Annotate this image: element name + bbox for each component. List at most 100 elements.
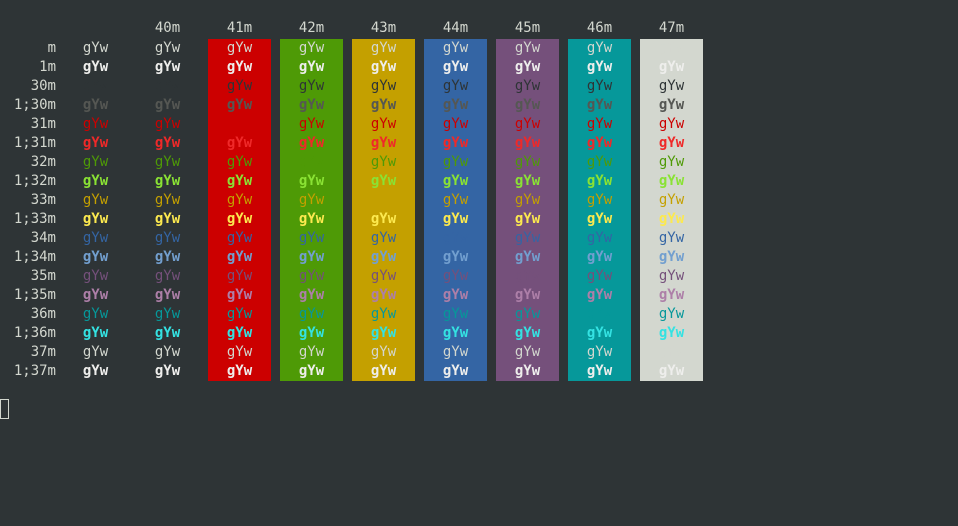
sample-1m-41m: gYw [226,59,253,75]
sample-1-35m-40m: gYw [154,287,181,303]
sample-1m-43m: gYw [370,59,397,75]
sample-36m-45m: gYw [514,306,541,322]
sample-35m-46m: gYw [586,268,613,284]
sample-37m-47m: gYw [658,344,685,360]
sample-1-37m-40m: gYw [154,363,181,379]
sample-37m-42m: gYw [298,344,325,360]
sample-33m-42m: gYw [298,192,325,208]
sample-1-36m-43m: gYw [370,325,397,341]
sample-34m-46m: gYw [586,230,613,246]
sample-1-30m-45m: gYw [514,97,541,113]
sample-37m-45m: gYw [514,344,541,360]
sample-32m-45m: gYw [514,154,541,170]
sample-m-46m: gYw [586,40,613,56]
sample-34m-40m: gYw [154,230,181,246]
sample-32m-42m: gYw [298,154,325,170]
row-label: 37m [30,344,56,360]
sample-33m-47m: gYw [658,192,685,208]
header-46m: 46m [586,20,613,36]
sample-1-35m-43m: gYw [370,287,397,303]
sample-36m-44m: gYw [442,306,469,322]
sample-33m-41m: gYw [226,192,253,208]
sample-1-35m-45m: gYw [514,287,541,303]
sample-36m-m: gYw [82,306,109,322]
sample-1-32m-46m: gYw [586,173,613,189]
sample-m-44m: gYw [442,40,469,56]
sample-1-37m-47m: gYw [658,363,685,379]
sample-1-35m-47m: gYw [658,287,685,303]
row-label: 30m [30,78,56,94]
sample-36m-42m: gYw [298,306,325,322]
sample-1-31m-43m: gYw [370,135,397,151]
sample-1m-45m: gYw [514,59,541,75]
sample-37m-43m: gYw [370,344,397,360]
sample-1-31m-46m: gYw [586,135,613,151]
sample-1-37m-46m: gYw [586,363,613,379]
sample-1-34m-42m: gYw [298,249,325,265]
sample-32m-41m: gYw [226,154,253,170]
sample-34m-m: gYw [82,230,109,246]
sample-35m-40m: gYw [154,268,181,284]
header-40m: 40m [154,20,181,36]
sample-1-32m-43m: gYw [370,173,397,189]
sample-30m-41m: gYw [226,78,253,94]
sample-35m-m: gYw [82,268,109,284]
sample-1-34m-46m: gYw [586,249,613,265]
sample-37m-44m: gYw [442,344,469,360]
sample-1-34m-m: gYw [82,249,109,265]
sample-33m-46m: gYw [586,192,613,208]
row-label: 1;36m [13,325,56,341]
sample-1-32m-41m: gYw [226,173,253,189]
sample-35m-43m: gYw [370,268,397,284]
sample-1-37m-m: gYw [82,363,109,379]
sample-35m-45m: gYw [514,268,541,284]
sample-1m-44m: gYw [442,59,469,75]
sample-1-36m-45m: gYw [514,325,541,341]
sample-1-36m-47m: gYw [658,325,685,341]
row-label: 1;30m [13,97,56,113]
sample-1-36m-41m: gYw [226,325,253,341]
bg-block-44m [424,39,487,381]
sample-1-35m-44m: gYw [442,287,469,303]
sample-36m-41m: gYw [226,306,253,322]
sample-1-35m-46m: gYw [586,287,613,303]
sample-32m-m: gYw [82,154,109,170]
bg-block-47m [640,39,703,381]
bg-block-45m [496,39,559,381]
sample-1-31m-44m: gYw [442,135,469,151]
bg-block-41m [208,39,271,381]
sample-32m-47m: gYw [658,154,685,170]
sample-34m-41m: gYw [226,230,253,246]
sample-34m-45m: gYw [514,230,541,246]
sample-1-36m-42m: gYw [298,325,325,341]
sample-1-30m-43m: gYw [370,97,397,113]
sample-1m-m: gYw [82,59,109,75]
sample-1-34m-40m: gYw [154,249,181,265]
sample-1-34m-41m: gYw [226,249,253,265]
sample-32m-46m: gYw [586,154,613,170]
sample-1-32m-40m: gYw [154,173,181,189]
sample-31m-41m: gYw [226,116,253,132]
sample-31m-44m: gYw [442,116,469,132]
sample-1-34m-44m: gYw [442,249,469,265]
sample-31m-42m: gYw [298,116,325,132]
sample-36m-40m: gYw [154,306,181,322]
sample-1-30m-42m: gYw [298,97,325,113]
header-47m: 47m [658,20,685,36]
sample-33m-44m: gYw [442,192,469,208]
sample-33m-43m: gYw [370,192,397,208]
sample-30m-45m: gYw [514,78,541,94]
sample-1-35m-42m: gYw [298,287,325,303]
sample-34m-44m: gYw [442,230,469,246]
sample-36m-46m: gYw [586,306,613,322]
sample-31m-40m: gYw [154,116,181,132]
bg-block-46m [568,39,631,381]
sample-36m-43m: gYw [370,306,397,322]
sample-1-36m-44m: gYw [442,325,469,341]
row-label: 1;31m [13,135,56,151]
sample-34m-47m: gYw [658,230,685,246]
sample-1-33m-42m: gYw [298,211,325,227]
sample-30m-46m: gYw [586,78,613,94]
sample-36m-47m: gYw [658,306,685,322]
